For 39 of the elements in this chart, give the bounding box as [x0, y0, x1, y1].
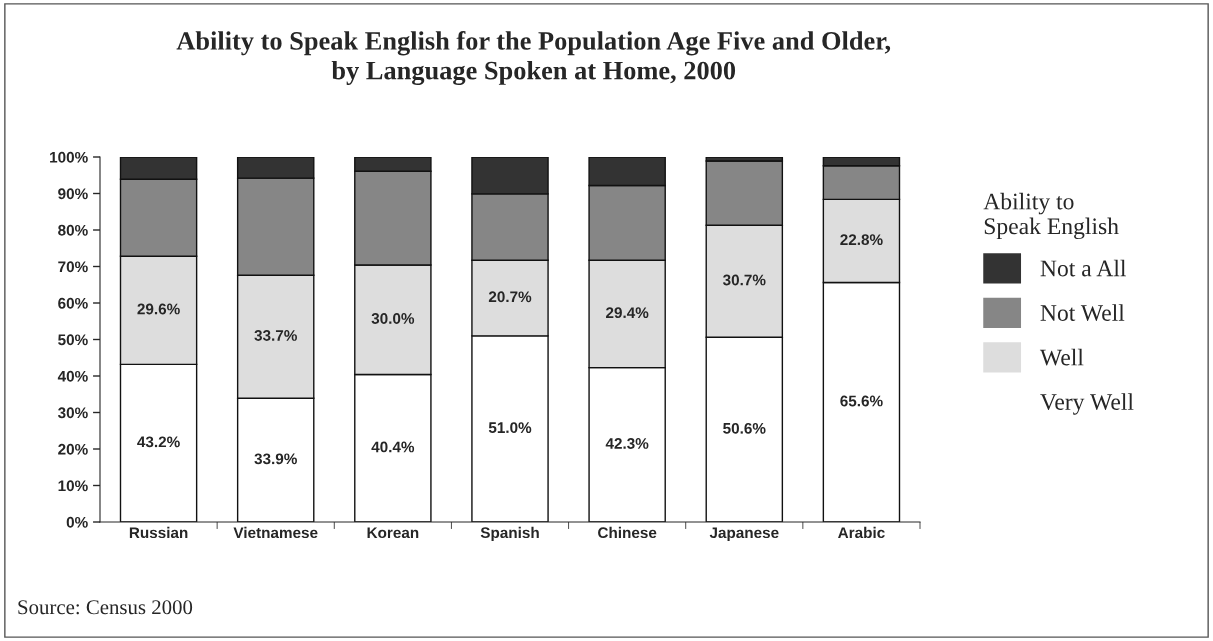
y-tick-label: 70% [58, 261, 88, 273]
data-label: 51.0% [488, 422, 532, 434]
y-tick-label: 20% [58, 443, 88, 455]
x-tick-label: Korean [367, 527, 419, 539]
y-tick-label: 100% [50, 151, 88, 163]
y-tick-label: 10% [58, 480, 88, 492]
data-label: 20.7% [488, 291, 532, 303]
data-label: 42.3% [605, 438, 649, 449]
data-label: 22.8% [840, 234, 883, 246]
source-note: Source: Census 2000 [18, 600, 193, 615]
legend-label: Not a All [1040, 259, 1127, 277]
x-tick-label: Japanese [709, 527, 779, 542]
data-label: 29.4% [606, 307, 649, 319]
x-tick-label: Vietnamese [233, 526, 318, 539]
data-label: 43.2% [137, 436, 180, 448]
y-tick-label: 50% [58, 334, 88, 346]
x-tick-label: Chinese [598, 526, 657, 539]
data-label: 33.7% [254, 330, 297, 341]
data-label: 30.7% [722, 274, 766, 286]
x-tick-label: Russian [129, 526, 188, 539]
text: Very Well [1040, 393, 1134, 415]
data-label: 30.0% [371, 313, 415, 324]
data-label: 40.4% [371, 441, 415, 453]
y-tick-label: 60% [58, 297, 88, 309]
y-tick-label: 90% [58, 188, 88, 200]
data-label: 33.9% [254, 453, 297, 465]
data-label: 29.6% [137, 303, 180, 315]
legend-label: Well [1039, 348, 1084, 366]
legend-title: Ability to Speak English [983, 192, 1119, 240]
y-tick-label: 30% [57, 407, 88, 419]
y-tick-label: 0% [66, 516, 88, 528]
y-tick-label: 40% [57, 370, 88, 382]
legend-label: Not Well [1040, 304, 1125, 322]
chart-title: Ability to Speak English for the Population Age Five and Older, by Language Spoken at Home, 2000 [176, 30, 891, 86]
y-tick-label: 80% [58, 224, 88, 236]
data-label: 50.6% [723, 422, 766, 434]
x-tick-label: Spanish [480, 526, 539, 542]
data-label: 65.6% [840, 395, 883, 407]
x-tick-label: Arabic [838, 526, 885, 539]
